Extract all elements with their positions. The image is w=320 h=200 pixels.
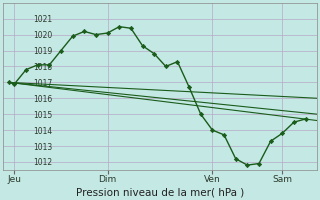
X-axis label: Pression niveau de la mer( hPa ): Pression niveau de la mer( hPa ) — [76, 187, 244, 197]
